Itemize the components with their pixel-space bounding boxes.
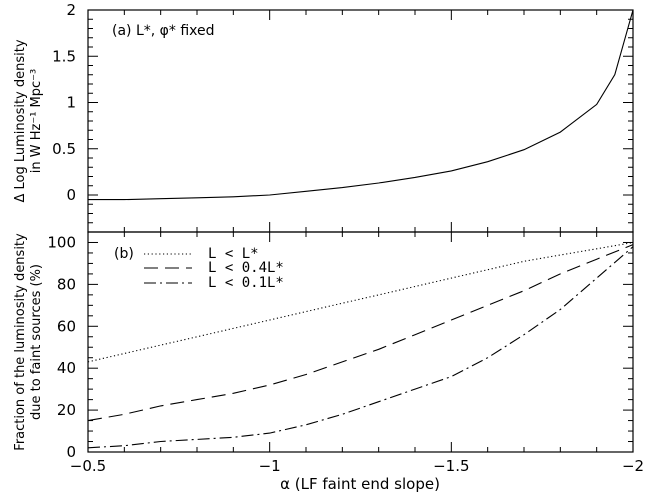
- panel-b-ytick-label: 40: [57, 359, 76, 377]
- legend-entry-dotted: L < L*: [208, 246, 259, 262]
- panel-a-ylabel-line1: Δ Log Luminosity density: [13, 39, 28, 202]
- x-tick-label: −2: [622, 457, 644, 475]
- panel-b-ytick-label: 100: [47, 233, 76, 251]
- x-tick-label: −0.5: [70, 457, 106, 475]
- panel-a-ytick-label: 1: [66, 94, 76, 112]
- panel-b-ytick-label: 80: [57, 275, 76, 293]
- panel-a-ytick-label: 0: [66, 186, 76, 204]
- panel-a-ticks: 0 0.5 1 1.5 2: [52, 1, 634, 233]
- x-tick-label: −1.5: [433, 457, 469, 475]
- panel-a: 0 0.5 1 1.5 2 (a) L*, φ* fixed Δ Log Luminos…: [13, 1, 634, 233]
- panel-a-label: (a) L*, φ* fixed: [112, 23, 215, 39]
- panel-a-ylabel-line2: in W Hz⁻¹ Mpc⁻³: [29, 69, 44, 173]
- legend-entry-dash-dot: L < 0.1L*: [208, 275, 284, 291]
- panel-a-ylabel: Δ Log Luminosity density in W Hz⁻¹ Mpc⁻³: [13, 39, 44, 202]
- panel-b-series-dash-dot: [87, 246, 634, 449]
- panel-b-ylabel: Fraction of the luminosity density due t…: [13, 233, 44, 451]
- panel-a-ytick-label: 1.5: [52, 47, 76, 65]
- panel-b-series: [87, 241, 634, 449]
- panel-b-ytick-label: 20: [57, 401, 76, 419]
- panel-b-series-long-dash: [87, 244, 634, 422]
- panel-a-ytick-label: 2: [66, 1, 76, 19]
- x-axis-title: α (LF faint end slope): [280, 475, 440, 493]
- panel-b-ylabel-line2: due to faint sources (%): [29, 264, 44, 420]
- panel-b-series-dotted: [87, 241, 634, 363]
- panel-b-ytick-label: 60: [57, 317, 76, 335]
- legend-entry-long-dash: L < 0.4L*: [208, 260, 284, 276]
- panel-b-ticks: 0 20 40 60 80 100 −0.5 −1 −1.5 −2: [47, 231, 644, 475]
- legend: L < L*L < 0.4L*L < 0.1L*: [144, 246, 284, 291]
- x-tick-label: −1: [259, 457, 281, 475]
- panel-a-ytick-label: 0.5: [52, 140, 76, 158]
- panel-a-series-solid: [88, 9, 634, 201]
- panel-b-label: (b): [114, 246, 134, 262]
- panel-b-frame: [87, 231, 634, 453]
- panel-b-ytick-label: 0: [66, 443, 76, 461]
- panel-b-ylabel-line1: Fraction of the luminosity density: [13, 233, 28, 451]
- panel-a-series: [88, 9, 634, 201]
